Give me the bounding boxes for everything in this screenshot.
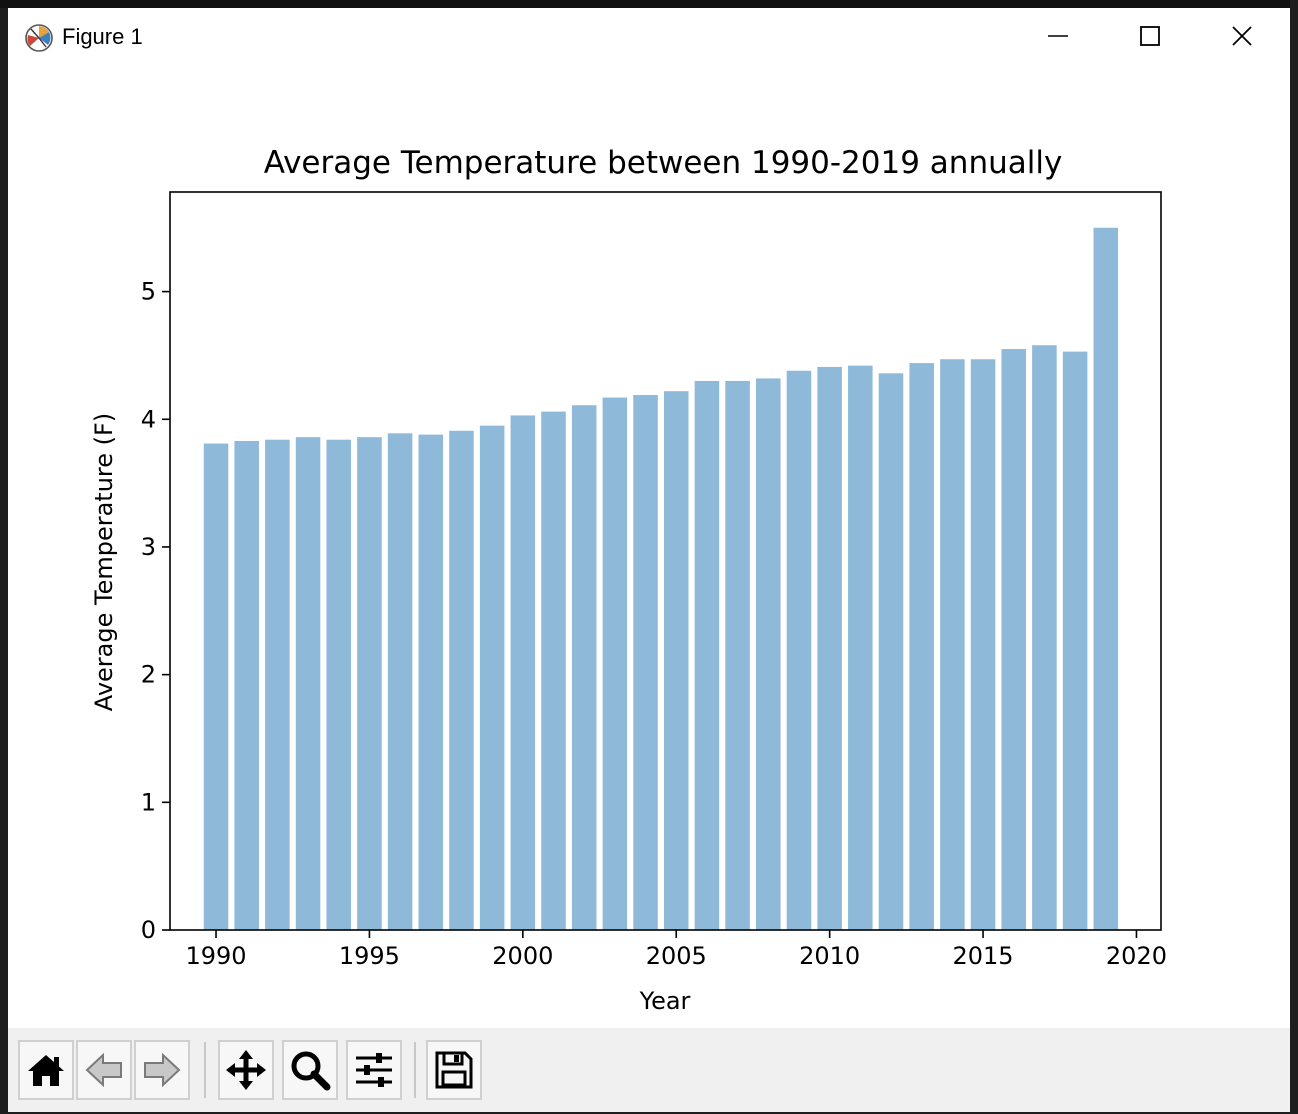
close-icon [1232,26,1252,46]
window-title: Figure 1 [62,24,143,49]
x-tick-label: 2000 [492,942,553,970]
pan-button[interactable] [218,1040,274,1100]
zoom-button[interactable] [282,1040,338,1100]
axes-frame [169,191,1162,931]
bar-1994 [326,439,352,930]
forward-arrow-icon [144,1052,181,1088]
bar-2015 [970,359,996,930]
bar-2017 [1032,345,1057,931]
bar-2008 [756,378,781,930]
chart-title: Average Temperature between 1990-2019 an… [264,145,1063,181]
bar-2005 [663,391,689,930]
bar-2013 [909,363,934,931]
bar-1999 [479,425,505,930]
bar-2018 [1062,351,1088,931]
maximize-icon [1140,26,1160,46]
bar-1996 [387,433,413,930]
configure-subplots-icon [356,1053,392,1087]
forward-button[interactable] [134,1040,190,1100]
x-tick-label: 1990 [185,942,246,970]
close-button[interactable] [1196,8,1288,64]
y-ticks-group: 0 1 2 3 4 5 [141,278,170,944]
home-icon [28,1055,64,1086]
minimize-icon [1048,35,1068,37]
back-arrow-icon [85,1052,122,1088]
bar-2001 [541,411,566,930]
x-tick-label: 2020 [1106,942,1167,970]
bar-chart: Average Temperature between 1990-2019 an… [90,145,1167,1015]
bar-2011 [848,365,873,930]
bar-2010 [817,366,842,930]
y-tick-label: 2 [141,661,156,689]
x-tick-label: 2010 [799,942,860,970]
bar-1991 [234,440,259,930]
configure-subplots-button[interactable] [346,1040,402,1100]
y-axis-label: Average Temperature (F) [90,413,118,711]
bar-2014 [940,359,965,930]
x-tick-label: 2015 [953,942,1014,970]
save-icon [435,1051,473,1089]
save-button[interactable] [426,1040,482,1100]
zoom-icon [291,1051,331,1091]
app-icon [25,24,53,52]
navigation-toolbar [8,1028,1290,1112]
bar-2004 [633,395,658,930]
y-tick-label: 5 [141,278,156,306]
toolbar-separator [414,1042,416,1098]
x-tick-label: 2005 [646,942,707,970]
bar-1998 [449,430,474,930]
pan-icon [226,1050,266,1090]
plot-canvas[interactable]: Average Temperature between 1990-2019 an… [8,66,1290,1028]
background-strip [0,0,1298,8]
bar-2012 [878,373,904,930]
bar-1990 [203,443,229,930]
bars-group [203,227,1119,931]
bar-1992 [265,439,290,930]
x-tick-label: 1995 [339,942,400,970]
bar-2002 [571,405,597,931]
bar-2000 [510,415,536,930]
bar-2007 [725,380,750,931]
x-axis-label: Year [639,987,691,1015]
bar-2019 [1093,227,1119,930]
title-bar[interactable]: Figure 1 [8,8,1290,66]
minimize-button[interactable] [1012,8,1104,64]
y-tick-label: 0 [141,916,156,944]
maximize-button[interactable] [1104,8,1196,64]
x-ticks-group: 1990 1995 2000 2005 2010 2015 2020 [185,930,1167,970]
y-tick-label: 4 [141,405,156,433]
bar-2006 [694,380,720,931]
bar-2003 [602,397,628,930]
bar-1997 [418,434,444,930]
background-strip-right [1290,0,1298,1114]
y-tick-label: 3 [141,533,156,561]
toolbar-separator [204,1042,206,1098]
bar-2009 [786,370,812,930]
bar-1995 [357,437,382,930]
home-button[interactable] [18,1040,74,1100]
figure-window: Figure 1 Average Temperature between 199… [8,8,1290,1112]
bar-2016 [1001,349,1026,930]
bar-1993 [295,437,321,930]
back-button[interactable] [76,1040,132,1100]
y-tick-label: 1 [141,788,156,816]
